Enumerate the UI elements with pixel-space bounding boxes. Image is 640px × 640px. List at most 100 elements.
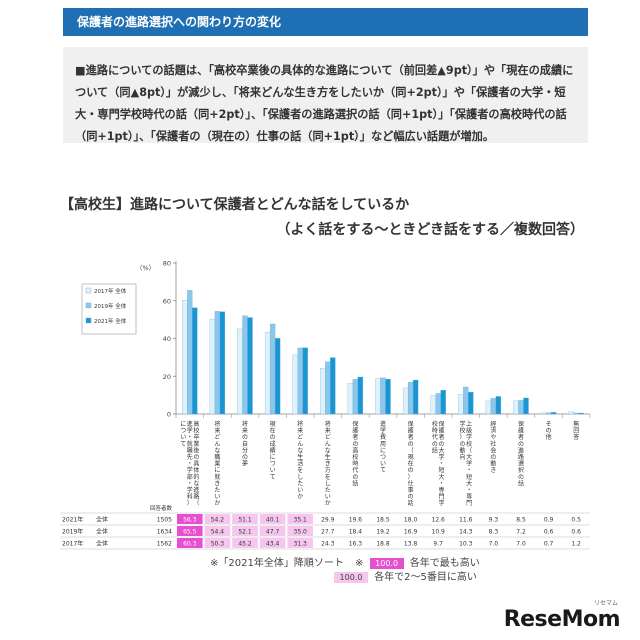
table-cell-value: 35.1 — [294, 517, 308, 524]
bar — [347, 383, 354, 415]
table-cell-value: 9.3 — [489, 517, 499, 524]
x-category-label: 高校卒業後の具体的な進路（進学・就職先・学部・学科）について — [180, 420, 199, 507]
bar — [264, 331, 271, 415]
bar — [435, 393, 441, 415]
x-category-label: 保護者の進路選択の話 — [518, 420, 524, 487]
bar — [292, 354, 298, 415]
table-cell-value: 54.2 — [211, 517, 225, 524]
bar — [440, 390, 446, 415]
table-cell-highlight-rank — [204, 514, 231, 524]
x-category-label: 現在の成績について — [270, 421, 276, 481]
footnote: ※「2021年全体」降順ソート ※ 100.0 各年で最も高い 100.0 各年… — [210, 557, 480, 585]
table-cell-value: 1.2 — [571, 541, 581, 548]
table-cell-highlight-rank — [232, 514, 258, 524]
legend-label: 2017年 全体 — [94, 287, 127, 295]
x-category-label: 将来どんな生き方をしたいか — [325, 420, 331, 507]
bar — [485, 400, 492, 415]
bar — [325, 361, 331, 415]
table-cell-value: 16.3 — [349, 541, 363, 548]
table-cell-value: 0.7 — [544, 541, 554, 548]
legend-swatch — [85, 287, 92, 294]
bar — [192, 307, 198, 415]
bar — [545, 412, 552, 415]
table-cell-value: 31.3 — [294, 541, 308, 548]
bar — [274, 338, 281, 415]
bar — [540, 412, 547, 415]
bar — [330, 357, 336, 415]
x-category-label: 進学費用について — [380, 420, 386, 474]
table-cell-value: 0.6 — [544, 529, 554, 536]
table-cell-value: 7.0 — [489, 541, 499, 548]
bar — [578, 412, 584, 415]
table-cell-value: 14.3 — [459, 529, 473, 536]
bar — [468, 391, 474, 415]
x-category-label: 無回答 — [573, 420, 579, 441]
table-cell-value: 52.1 — [238, 529, 252, 536]
table-cell-highlight-rank — [204, 538, 231, 548]
bar — [380, 377, 386, 415]
bar — [247, 317, 253, 415]
table-cell-value: 43.4 — [266, 541, 280, 548]
bar — [523, 397, 529, 415]
top-note: 各年で最も高い — [409, 558, 480, 569]
table-cell-value: 54.4 — [211, 529, 225, 536]
table-group: 全体 — [96, 540, 108, 548]
bar — [495, 396, 502, 415]
x-category-label: 保護者の大学・短大・専門学校時代の話 — [432, 420, 445, 507]
table-cell-value: 13.8 — [404, 541, 418, 548]
table-cell-highlight-rank — [287, 538, 313, 548]
bar — [463, 386, 469, 415]
bar — [320, 367, 326, 415]
bar — [219, 311, 226, 415]
table-cell-highlight-rank — [287, 514, 313, 524]
bar — [402, 387, 409, 415]
bar — [357, 376, 364, 415]
summary-line: ■進路についての話題は、「高校卒業後の具体的な進路について（前回差▲9pt）」や… — [75, 64, 574, 77]
chart-subtitle: （よく話をする～ときどき話をする／複数回答） — [276, 222, 584, 238]
table-cell-value: 18.5 — [376, 517, 390, 524]
summary-line: （同+1pt）」、「保護者の（現在の）仕事の話（同+1pt）」など幅広い話題が増… — [75, 130, 495, 143]
y-tick-label: 60 — [163, 297, 171, 305]
summary-line: 大・専門学校時代の話（同+2pt）」、「保護者の進路選択の話（同+1pt）」「保… — [75, 108, 567, 121]
table-cell-highlight-rank — [232, 538, 258, 548]
bar — [518, 400, 524, 415]
bar — [214, 311, 221, 415]
bar — [407, 381, 414, 415]
legend-label: 2019年 全体 — [94, 302, 127, 310]
y-tick-label: 20 — [163, 373, 171, 381]
x-category-label: その他 — [546, 421, 552, 441]
table-group: 全体 — [96, 528, 108, 536]
bar — [550, 412, 557, 415]
table-count: 1634 — [157, 529, 172, 536]
bar — [385, 378, 391, 415]
table-cell-highlight-top — [177, 538, 203, 548]
legend-label: 2021年 全体 — [94, 317, 127, 325]
table-cell-value: 0.6 — [571, 529, 581, 536]
brand-logo: ReseMom — [503, 607, 621, 632]
x-category-label: 保護者の高校時代の話 — [352, 420, 358, 487]
table-group: 全体 — [96, 516, 108, 524]
table-cell-value: 27.7 — [321, 529, 335, 536]
y-axis-unit: （%） — [136, 264, 155, 272]
table-cell-value: 0.9 — [544, 517, 554, 524]
table-count: 1562 — [157, 541, 172, 548]
table-cell-value: 24.3 — [321, 541, 335, 548]
table-cell-value: 65.5 — [183, 529, 197, 536]
bar — [209, 318, 216, 415]
table-cell-value: 18.4 — [349, 529, 363, 536]
y-tick-label: 0 — [167, 411, 171, 419]
table-year: 2017年 — [62, 540, 83, 548]
sort-note: ※「2021年全体」降順ソート — [210, 558, 344, 569]
bar — [297, 347, 303, 415]
table-cell-highlight-rank — [287, 526, 313, 536]
table-cell-highlight-top — [177, 514, 203, 524]
table-cell-value: 10.9 — [432, 529, 446, 536]
bar — [302, 347, 308, 415]
table-cell-value: 9.7 — [433, 541, 443, 548]
table-cell-value: 35.0 — [294, 529, 308, 536]
table-cell-highlight-rank — [259, 538, 286, 548]
table-cell-value: 50.3 — [211, 541, 225, 548]
table-cell-value: 7.2 — [516, 529, 526, 536]
table-cell-value: 8.5 — [516, 517, 526, 524]
bar — [513, 400, 519, 415]
